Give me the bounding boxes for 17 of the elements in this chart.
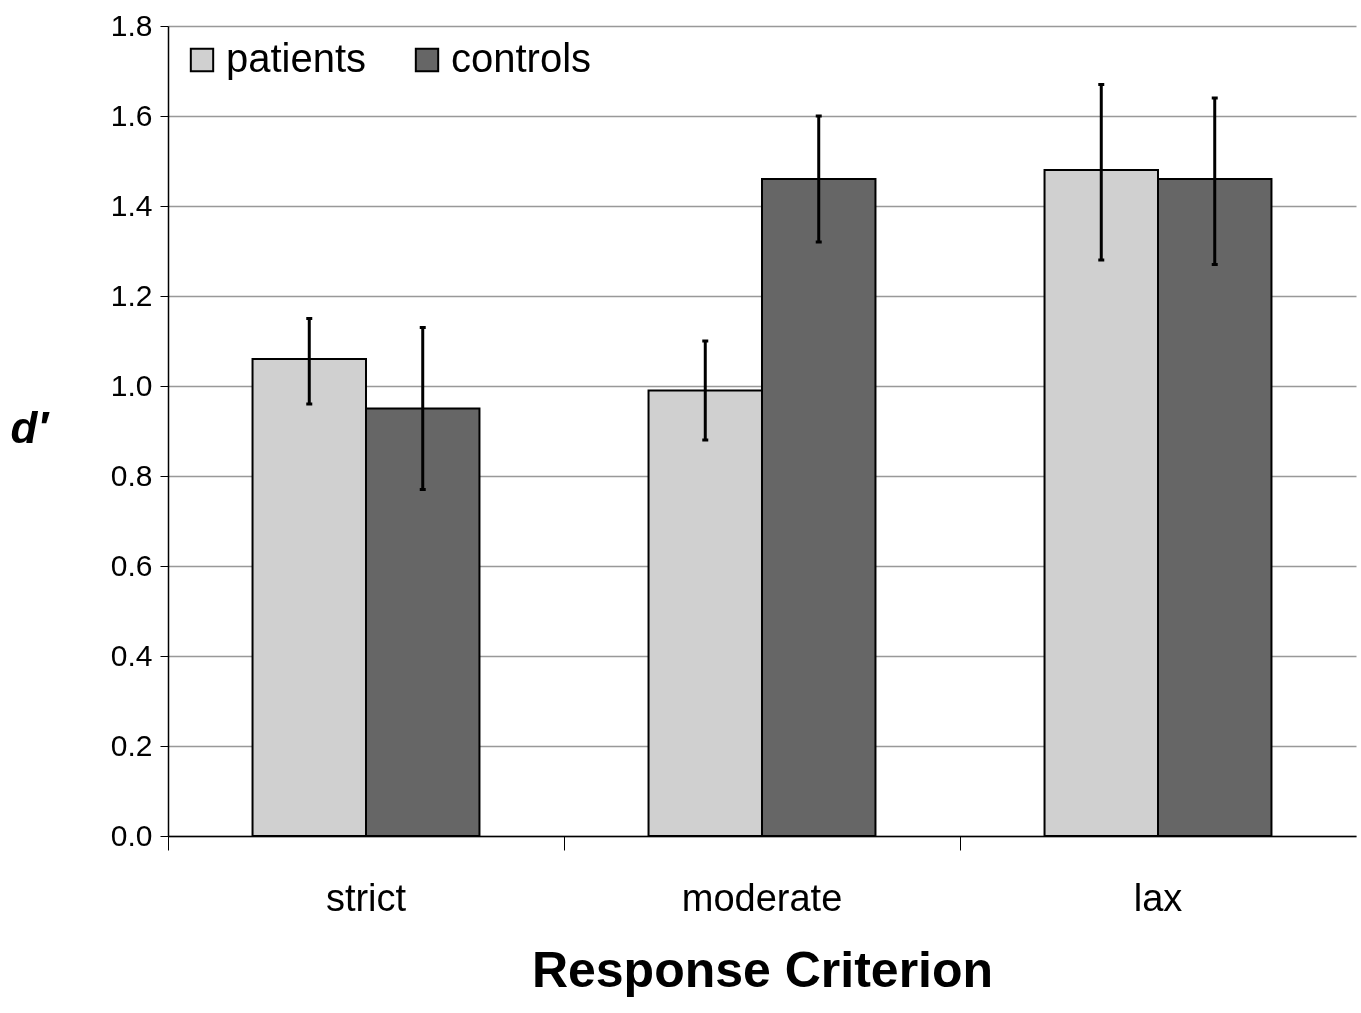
y-tick-label: 0.4	[110, 638, 153, 672]
y-tick-label: 1.0	[110, 368, 153, 402]
y-tick-label: 0.2	[110, 728, 153, 762]
x-axis-title: Response Criterion	[531, 941, 994, 998]
y-axis-title: d′	[10, 402, 51, 452]
legend-label: patients	[226, 36, 367, 80]
y-tick-label: 1.2	[110, 278, 153, 312]
y-tick-label: 0.6	[110, 548, 153, 582]
y-tick-label: 1.4	[110, 188, 153, 222]
legend-label: controls	[451, 36, 592, 80]
y-tick-label: 1.6	[110, 98, 153, 132]
x-tick-label: strict	[325, 876, 407, 919]
y-tick-label: 0.0	[110, 818, 153, 852]
x-tick-label: moderate	[681, 876, 843, 919]
y-tick-label: 0.8	[110, 458, 153, 492]
x-tick-label: lax	[1133, 876, 1183, 919]
y-tick-label: 1.8	[110, 8, 153, 42]
